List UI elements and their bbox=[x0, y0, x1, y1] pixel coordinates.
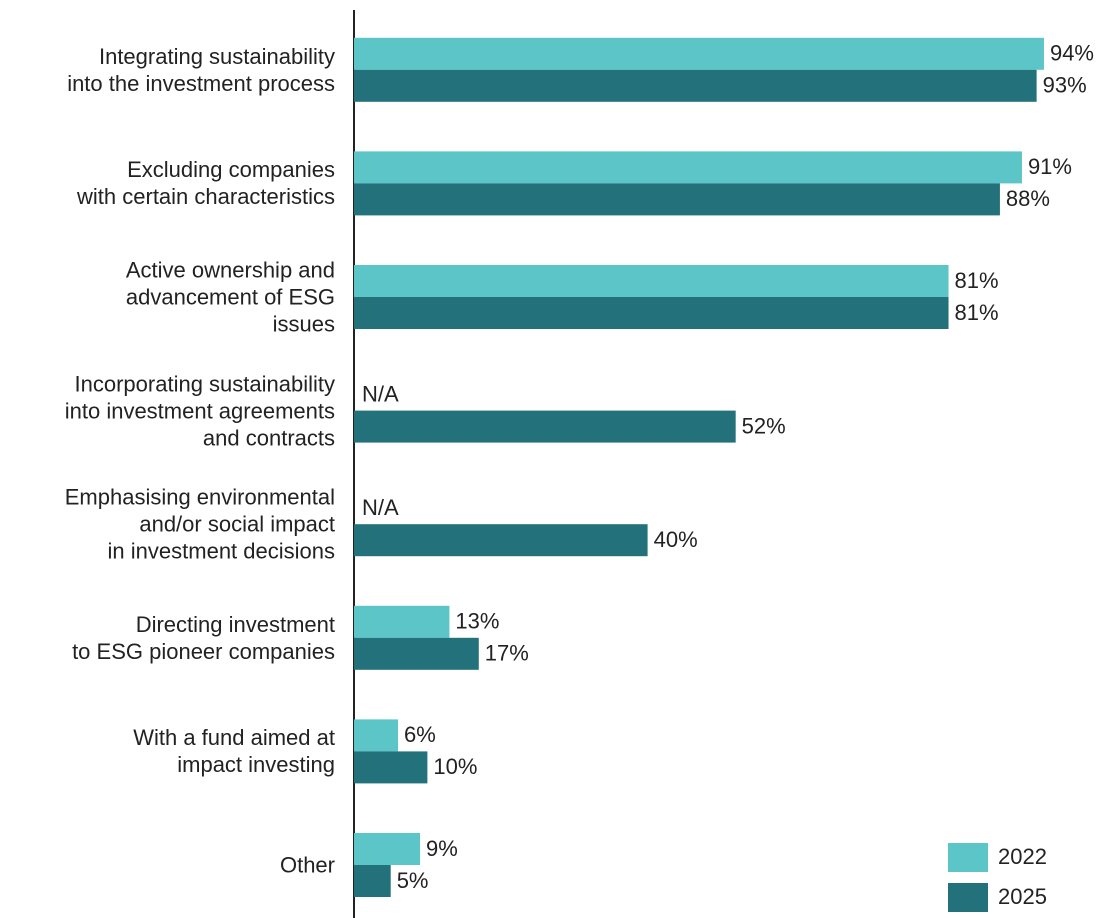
value-label: N/A bbox=[362, 495, 399, 520]
category-label: Other bbox=[279, 852, 335, 878]
legend-label: 2025 bbox=[998, 884, 1047, 909]
bar bbox=[354, 183, 1000, 216]
value-label: 9% bbox=[426, 836, 458, 861]
value-label: 81% bbox=[955, 300, 999, 325]
value-label: 91% bbox=[1028, 154, 1072, 179]
value-label: N/A bbox=[362, 381, 399, 406]
bar bbox=[354, 151, 1022, 184]
value-label: 88% bbox=[1006, 186, 1050, 211]
bar bbox=[354, 37, 1044, 70]
category-label: Active ownership and advancement of ESG … bbox=[125, 257, 335, 337]
value-label: 13% bbox=[455, 609, 499, 634]
category-label: With a fund aimed at impact investing bbox=[133, 725, 335, 778]
value-label: 10% bbox=[433, 754, 477, 779]
legend-swatch bbox=[948, 843, 988, 872]
bar bbox=[354, 751, 428, 784]
bar bbox=[354, 297, 949, 329]
value-label: 52% bbox=[742, 413, 786, 438]
value-label: 5% bbox=[397, 868, 429, 893]
category-label: Incorporating sustainability into invest… bbox=[64, 371, 335, 451]
value-label: 40% bbox=[654, 527, 698, 552]
category-label: Integrating sustainability into the inve… bbox=[67, 43, 335, 96]
bar bbox=[354, 719, 399, 752]
value-label: 94% bbox=[1050, 41, 1094, 66]
bar bbox=[354, 637, 479, 670]
legend-swatch bbox=[948, 883, 988, 912]
bar bbox=[354, 865, 391, 897]
value-label: 81% bbox=[955, 268, 999, 293]
category-label: Excluding companies with certain charact… bbox=[77, 157, 335, 210]
bar bbox=[354, 69, 1037, 102]
value-label: 93% bbox=[1043, 73, 1087, 98]
category-label: Emphasising environmental and/or social … bbox=[64, 484, 335, 564]
category-label: Directing investment to ESG pioneer comp… bbox=[72, 611, 335, 664]
bar bbox=[354, 833, 421, 865]
bar bbox=[354, 524, 648, 557]
value-label: 6% bbox=[404, 722, 436, 747]
bar bbox=[354, 410, 736, 443]
legend-label: 2022 bbox=[998, 844, 1047, 869]
value-label: 17% bbox=[485, 641, 529, 666]
bar bbox=[354, 265, 949, 297]
bar bbox=[354, 605, 450, 638]
